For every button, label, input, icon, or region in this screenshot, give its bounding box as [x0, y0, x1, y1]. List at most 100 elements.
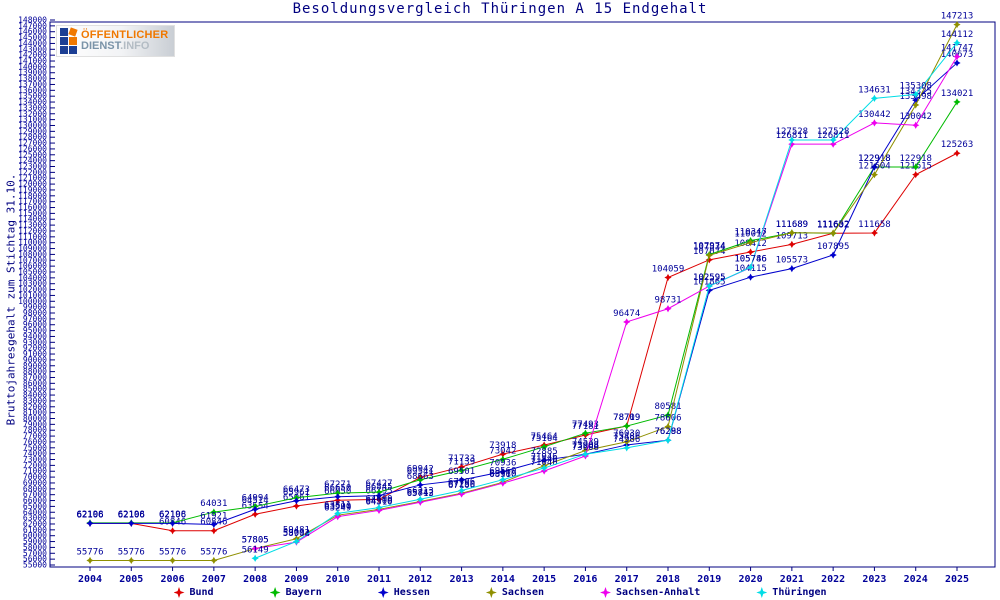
y-tick-label: 120000 — [18, 180, 47, 189]
point-label: 64500 — [365, 496, 392, 506]
y-tick-label: 90000 — [23, 355, 47, 364]
point-label: 105786 — [734, 254, 767, 264]
point-label: 65961 — [283, 488, 310, 498]
data-point-hessen — [127, 519, 135, 527]
y-tick-label: 110000 — [18, 238, 47, 247]
data-point-bund — [499, 450, 507, 458]
y-tick-label: 141000 — [18, 57, 47, 66]
y-tick-label: 138000 — [18, 74, 47, 83]
y-tick-label: 82000 — [23, 402, 47, 411]
point-label: 63811 — [324, 500, 351, 510]
point-label: 107974 — [693, 242, 726, 252]
site-logo[interactable]: ÖFFENTLICHER DIENST.INFO — [56, 25, 176, 57]
point-label: 73918 — [489, 441, 516, 451]
y-tick-label: 55000 — [23, 561, 47, 570]
point-label: 69541 — [407, 467, 434, 477]
point-label: 55776 — [159, 547, 186, 557]
point-label: 111602 — [817, 220, 850, 230]
y-tick-label: 127000 — [18, 139, 47, 148]
legend-label: Bund — [189, 587, 214, 598]
point-label: 78719 — [613, 413, 640, 423]
point-label: 77493 — [572, 420, 599, 430]
point-label: 62106 — [159, 510, 186, 520]
y-tick-label: 58000 — [23, 543, 47, 552]
legend-item-bund: Bund — [173, 587, 214, 598]
point-label: 147213 — [941, 12, 974, 22]
point-label: 55776 — [200, 547, 227, 557]
point-label: 63500 — [324, 502, 351, 512]
series-line-bund — [90, 152, 958, 532]
y-tick-label: 73000 — [23, 455, 47, 464]
data-point-bayern — [334, 489, 342, 497]
data-point-sachsen-anhalt — [788, 140, 796, 148]
legend-item-hessen: Hessen — [377, 587, 430, 598]
data-point-thüringen — [457, 486, 466, 495]
point-label: 122918 — [858, 154, 891, 164]
y-tick-label: 140000 — [18, 62, 47, 71]
x-tick-label: 2024 — [904, 574, 928, 585]
series-line-bayern — [90, 101, 958, 524]
data-point-bayern — [953, 98, 961, 106]
point-label: 75486 — [613, 432, 640, 442]
point-label: 62106 — [118, 510, 145, 520]
y-tick-label: 80000 — [23, 414, 47, 423]
y-tick-label: 115000 — [18, 209, 47, 218]
x-tick-label: 2013 — [450, 574, 474, 585]
y-tick-label: 87000 — [23, 373, 47, 382]
data-point-bund — [210, 527, 218, 535]
point-label: 72885 — [531, 447, 558, 457]
data-point-bayern — [457, 466, 466, 475]
point-label: 64031 — [200, 499, 227, 509]
data-point-hessen — [292, 497, 301, 505]
data-point-thüringen — [334, 509, 342, 517]
point-label: 130042 — [899, 112, 932, 122]
y-tick-label: 124000 — [18, 156, 47, 165]
series-line-sachsen-anhalt — [255, 56, 958, 550]
series-line-sachsen — [90, 24, 958, 561]
point-label: 71546 — [531, 455, 558, 465]
y-tick-label: 92000 — [23, 344, 47, 353]
series-line-hessen — [90, 62, 958, 525]
y-tick-label: 146000 — [18, 27, 47, 36]
y-tick-label: 83000 — [23, 396, 47, 405]
y-tick-label: 108000 — [18, 250, 47, 259]
point-label: 130442 — [858, 110, 891, 120]
y-tick-label: 128000 — [18, 133, 47, 142]
y-tick-label: 132000 — [18, 109, 47, 118]
y-tick-label: 68000 — [23, 484, 47, 493]
point-label: 65842 — [407, 488, 434, 498]
x-tick-label: 2006 — [161, 574, 185, 585]
data-point-hessen — [416, 481, 424, 489]
legend-marker-icon — [600, 587, 611, 598]
data-point-sachsen — [664, 423, 672, 431]
data-point-sachsen-anhalt — [829, 140, 837, 148]
x-tick-label: 2022 — [821, 574, 845, 585]
y-tick-label: 94000 — [23, 332, 47, 341]
point-label: 62106 — [76, 510, 103, 520]
y-tick-label: 137000 — [18, 80, 47, 89]
point-label: 102595 — [693, 273, 726, 283]
y-tick-label: 147000 — [18, 21, 47, 30]
data-point-bayern — [210, 508, 218, 516]
y-tick-label: 109000 — [18, 244, 47, 253]
data-point-sachsen — [788, 229, 796, 237]
legend-item-bayern: Bayern — [269, 587, 322, 598]
y-tick-label: 62000 — [23, 519, 47, 528]
y-tick-label: 91000 — [23, 350, 47, 359]
y-tick-label: 77000 — [23, 432, 47, 441]
page-title: Besoldungsvergleich Thüringen A 15 Endge… — [292, 1, 708, 17]
point-label: 69501 — [448, 467, 475, 477]
y-tick-label: 96000 — [23, 320, 47, 329]
data-point-sachsen — [746, 239, 755, 247]
data-point-hessen — [829, 251, 837, 259]
point-label: 125263 — [941, 140, 974, 150]
data-point-thüringen — [705, 282, 713, 290]
data-point-hessen — [168, 519, 177, 527]
point-label: 77181 — [572, 422, 599, 432]
data-point-sachsen — [623, 438, 631, 446]
point-label: 73908 — [572, 441, 599, 451]
point-label: 67706 — [448, 478, 475, 488]
point-label: 135308 — [899, 81, 932, 91]
data-point-thüringen — [581, 450, 590, 458]
y-tick-label: 144000 — [18, 39, 47, 48]
